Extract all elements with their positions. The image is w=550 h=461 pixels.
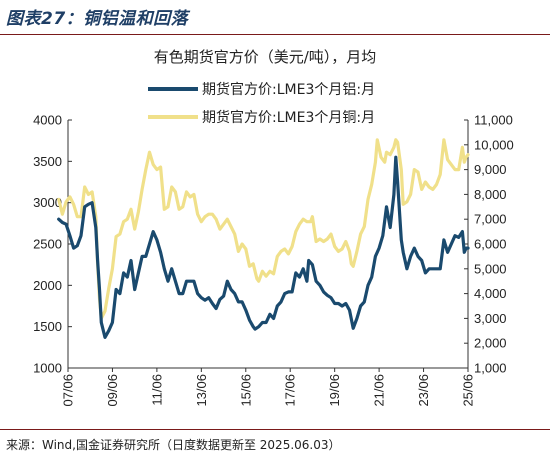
x-tick-label: 17/06 <box>283 374 298 407</box>
source-note: 来源：Wind,国金证券研究所（日度数据更新至 2025.06.03） <box>6 438 341 452</box>
y-right-tick-label: 2,000 <box>474 336 507 351</box>
x-tick-label: 13/06 <box>194 374 209 407</box>
title-rule <box>0 34 550 35</box>
y-right-tick-label: 7,000 <box>474 212 507 227</box>
y-left-tick-label: 2500 <box>33 237 62 252</box>
legend-label: 期货官方价:LME3个月铜:月 <box>202 109 375 126</box>
x-tick-label: 11/06 <box>149 374 164 406</box>
legend-label: 期货官方价:LME3个月铝:月 <box>202 81 375 98</box>
x-tick-label: 21/06 <box>372 374 387 407</box>
y-right-tick-label: 4,000 <box>474 286 507 301</box>
series-line-aluminum <box>57 155 470 339</box>
x-tick-label: 15/06 <box>238 374 253 407</box>
x-tick-label: 19/06 <box>327 374 342 407</box>
axes: 1000 1500 2000 2500 3000 3500 4000 1,000 2,000 3,… <box>33 113 514 407</box>
y-right-tick-label: 9,000 <box>474 162 507 177</box>
y-right-tick-label: 1,000 <box>474 361 507 376</box>
y-left-tick-label: 1000 <box>33 361 62 376</box>
x-tick-label: 25/06 <box>461 374 476 407</box>
copper-aluminum-chart: 有色期货官方价（美元/吨），月均 期货官方价:LME3个月铝:月期货官方价:LM… <box>33 48 514 407</box>
y-right-tick-label: 8,000 <box>474 187 507 202</box>
y-left-tick-label: 3000 <box>33 195 62 210</box>
x-tick-label: 09/06 <box>105 374 120 407</box>
x-tick-label: 23/06 <box>416 374 431 407</box>
y-left-tick-label: 4000 <box>33 113 62 128</box>
y-left-tick-label: 2000 <box>33 278 62 293</box>
chart-title: 有色期货官方价（美元/吨），月均 <box>154 48 377 66</box>
y-right-tick-label: 11,000 <box>474 113 513 128</box>
series-line-copper <box>57 138 470 320</box>
y-left-tick-label: 1500 <box>33 319 62 334</box>
figure-title: 图表27：铜铝温和回落 <box>6 9 189 29</box>
x-tick-label: 07/06 <box>61 374 76 407</box>
series-layer <box>57 138 470 339</box>
source-rule <box>0 429 550 430</box>
y-right-tick-label: 3,000 <box>474 311 507 326</box>
y-right-tick-label: 5,000 <box>474 261 507 276</box>
y-right-tick-label: 6,000 <box>474 237 507 252</box>
y-left-tick-label: 3500 <box>33 154 62 169</box>
y-right-tick-label: 10,000 <box>474 137 514 152</box>
